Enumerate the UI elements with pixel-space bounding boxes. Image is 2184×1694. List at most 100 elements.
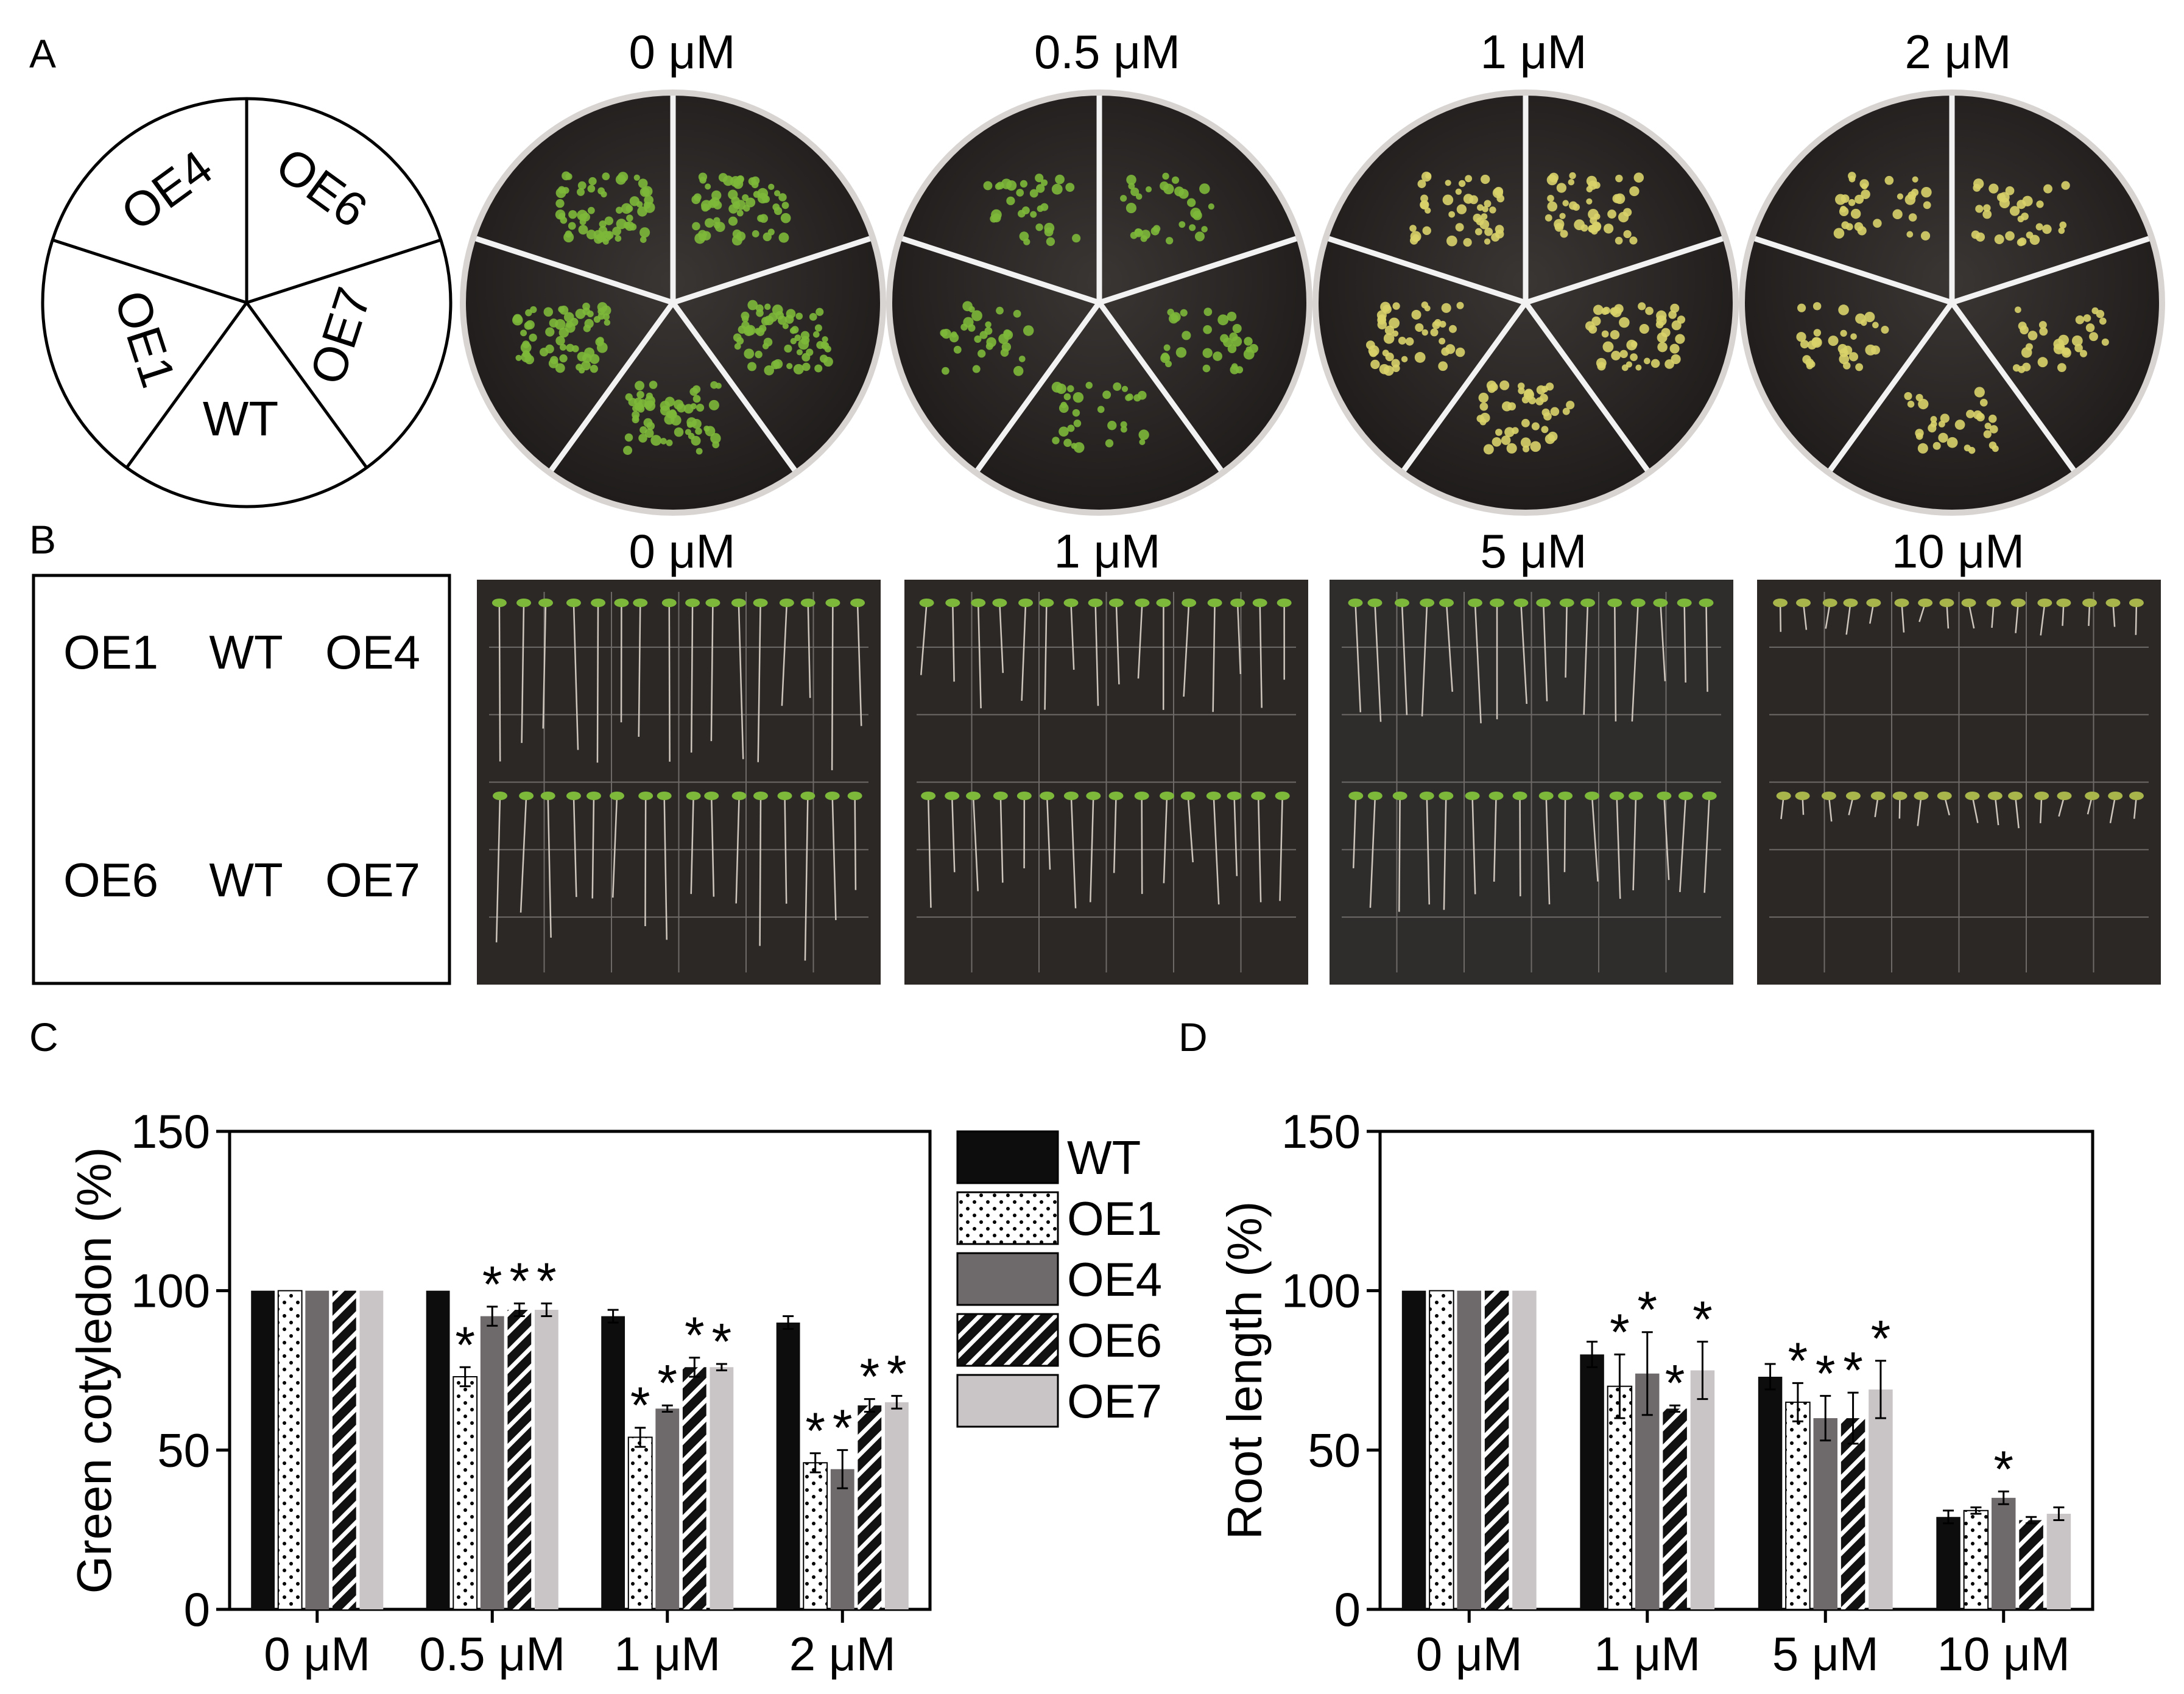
seedling	[1134, 228, 1143, 237]
cotyledon	[1348, 599, 1363, 607]
seedling	[2075, 315, 2085, 325]
y-tick-label: 50	[1308, 1423, 1361, 1477]
error-bar	[837, 1449, 848, 1489]
error-bar	[783, 1315, 794, 1330]
seedling	[1175, 347, 1187, 358]
bar-oe6	[1841, 1418, 1865, 1609]
seedling	[1382, 304, 1392, 314]
seedling	[576, 364, 583, 371]
seedling	[1661, 328, 1671, 337]
seedling	[814, 364, 823, 373]
seedling	[525, 320, 535, 329]
significance-star: *	[1610, 1303, 1630, 1360]
cotyledon	[2108, 792, 2123, 800]
seedling	[1203, 325, 1212, 334]
error-bar	[459, 1366, 471, 1388]
seedling	[685, 429, 691, 435]
seedling	[1650, 359, 1660, 368]
seedling	[568, 222, 576, 230]
seedling	[624, 433, 633, 442]
cotyledon	[1961, 599, 1976, 607]
seedling	[1811, 337, 1822, 348]
seedling	[1456, 204, 1467, 214]
plate-b-0	[477, 580, 881, 985]
y-tick-label: 0	[184, 1583, 210, 1636]
cotyledon	[825, 792, 840, 800]
root	[1828, 795, 1833, 822]
legend-swatch-oe1	[956, 1191, 1059, 1245]
seedling	[814, 324, 822, 332]
seedling	[2005, 231, 2015, 241]
seedling	[1808, 360, 1816, 368]
seedling	[757, 214, 765, 222]
seedling	[643, 418, 653, 427]
root	[644, 795, 647, 927]
significance-star: *	[1665, 1354, 1685, 1411]
seedling	[649, 381, 658, 389]
seedling	[1621, 364, 1629, 371]
seedling	[1855, 313, 1866, 324]
seedling	[1166, 237, 1174, 245]
root	[1660, 602, 1666, 681]
seedling	[562, 187, 569, 194]
cotyledon	[1585, 792, 1600, 800]
seedling	[1458, 180, 1466, 188]
seedling	[1489, 382, 1498, 392]
panel-a-plates	[460, 90, 2165, 516]
cotyledon	[1039, 599, 1054, 607]
root	[1044, 602, 1048, 710]
seedling	[1044, 227, 1054, 237]
seedling	[1496, 194, 1505, 203]
panel-a-label: A	[29, 31, 57, 76]
seedling	[521, 351, 532, 363]
seedling	[1988, 183, 1999, 194]
cotyledon	[2082, 599, 2098, 607]
seedling	[555, 336, 565, 346]
seedling	[1072, 409, 1080, 417]
root	[1213, 795, 1220, 905]
root	[1583, 602, 1589, 715]
conc-label-a-2: 1 μM	[1480, 25, 1587, 79]
seedling	[2061, 181, 2070, 190]
seedling	[666, 410, 674, 419]
root	[611, 795, 618, 898]
seedling	[604, 216, 614, 225]
seedling	[1848, 199, 1856, 206]
seedling	[1884, 175, 1894, 185]
conc-label-a-3: 2 μM	[1904, 25, 2012, 79]
seedling	[809, 312, 817, 321]
bar-oe6	[682, 1367, 706, 1609]
cotyledon	[566, 792, 581, 800]
seedling	[758, 325, 767, 332]
seedling	[775, 311, 784, 320]
seedling	[1506, 443, 1517, 454]
seedling	[1479, 219, 1490, 230]
bar-wt	[251, 1290, 275, 1609]
seedling	[1035, 223, 1043, 231]
y-tick-label: 0	[1334, 1583, 1361, 1636]
seedling	[1547, 201, 1558, 212]
seedling	[812, 331, 820, 338]
significance-star: *	[833, 1399, 853, 1456]
seedling	[577, 188, 585, 196]
cotyledon	[1607, 599, 1622, 607]
bar-wt	[776, 1323, 800, 1609]
root	[784, 795, 787, 904]
seedling	[960, 323, 968, 331]
root	[1663, 795, 1670, 880]
cotyledon	[1252, 599, 1267, 607]
seedling	[1964, 445, 1971, 452]
cotyledon	[1227, 792, 1242, 800]
plot-frame	[228, 1130, 932, 1611]
cotyledon	[2034, 792, 2049, 800]
root	[690, 602, 694, 753]
legend-swatch-oe4	[956, 1252, 1059, 1306]
seedling	[1023, 238, 1030, 245]
seedling	[1401, 356, 1408, 363]
bar-oe6	[332, 1290, 356, 1609]
seedling	[1232, 323, 1242, 334]
seedling	[752, 230, 759, 237]
root	[952, 602, 955, 682]
cotyledon	[945, 792, 960, 800]
seedling	[1559, 213, 1566, 219]
